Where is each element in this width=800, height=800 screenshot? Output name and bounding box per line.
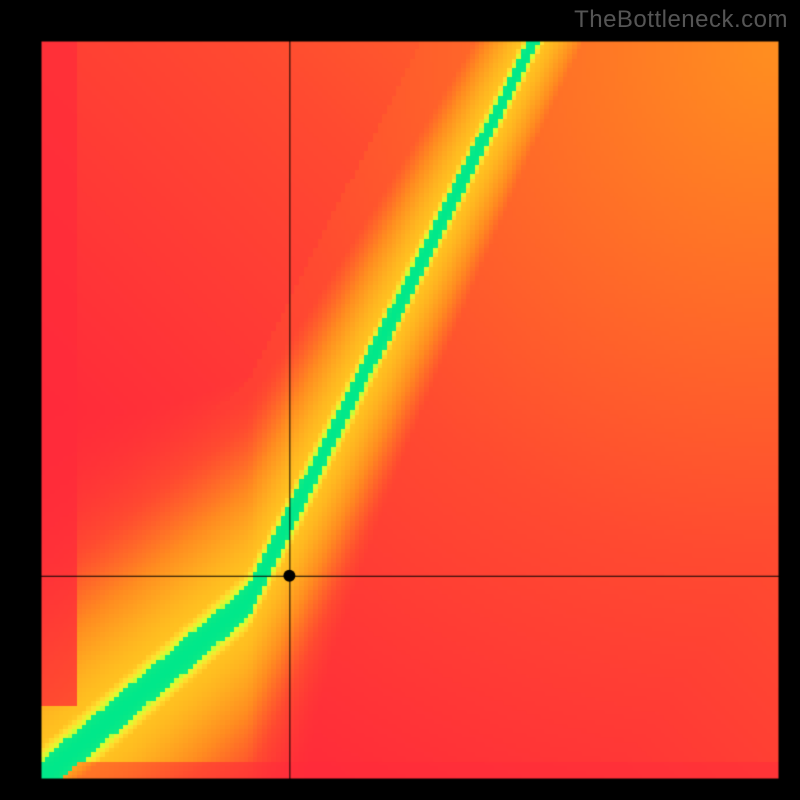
bottleneck-heatmap bbox=[0, 0, 800, 800]
watermark-text: TheBottleneck.com bbox=[574, 6, 788, 34]
chart-container: TheBottleneck.com bbox=[0, 0, 800, 800]
